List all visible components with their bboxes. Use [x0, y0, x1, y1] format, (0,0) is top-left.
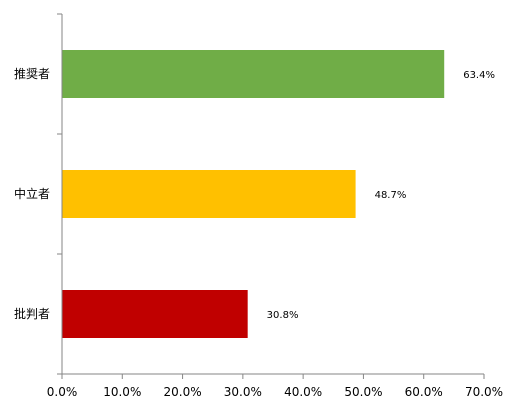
- bar: [62, 290, 248, 338]
- ticks-layer: [57, 13, 485, 379]
- bar: [62, 50, 445, 98]
- bars-layer: [62, 50, 445, 338]
- data-label: 63.4%: [463, 70, 495, 81]
- bar: [62, 170, 356, 218]
- category-label: 中立者: [14, 186, 50, 201]
- data-label: 30.8%: [267, 310, 299, 321]
- data-label: 48.7%: [375, 190, 407, 201]
- x-tick-label: 30.0%: [224, 385, 262, 399]
- axes-layer: [61, 14, 484, 375]
- category-label: 批判者: [14, 306, 50, 321]
- x-tick-label: 70.0%: [465, 385, 503, 399]
- x-tick-label: 60.0%: [405, 385, 443, 399]
- x-tick-label: 0.0%: [47, 385, 78, 399]
- labels-layer: 0.0% 10.0% 20.0% 30.0% 40.0% 50.0% 60.0% 70.0% 推…: [14, 67, 503, 399]
- category-label: 推奨者: [14, 67, 50, 81]
- x-tick-label: 50.0%: [344, 385, 382, 399]
- x-tick-label: 20.0%: [164, 385, 202, 399]
- x-tick-label: 10.0%: [103, 385, 141, 399]
- x-tick-label: 40.0%: [284, 385, 322, 399]
